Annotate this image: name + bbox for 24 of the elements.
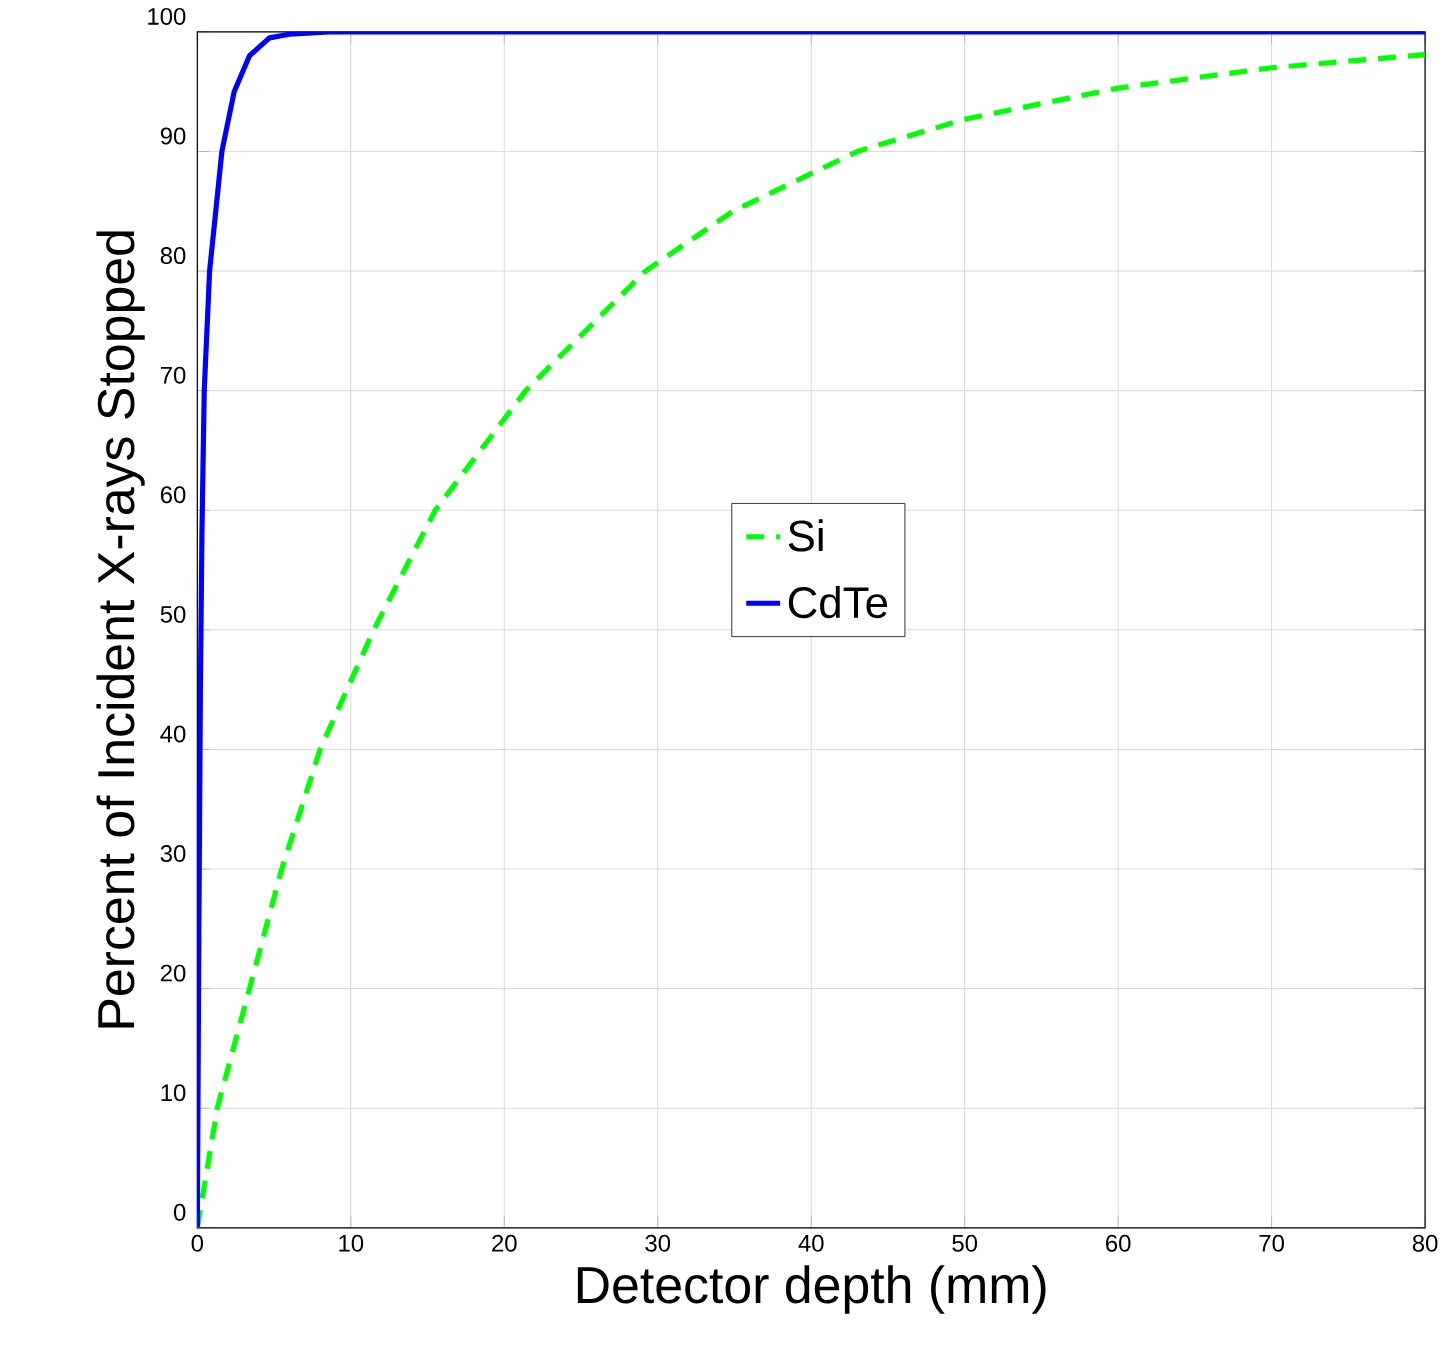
y-tick-label: 30 xyxy=(160,844,186,862)
x-tick-label: 10 xyxy=(339,1234,364,1252)
y-tick-label: 70 xyxy=(160,366,186,384)
x-tick-label: 70 xyxy=(1259,1234,1284,1252)
legend-label: CdTe xyxy=(788,585,888,619)
y-tick-label: 60 xyxy=(160,486,186,504)
x-tick-label: 40 xyxy=(798,1234,824,1252)
y-tick-label: 80 xyxy=(160,246,186,264)
x-tick-label: 20 xyxy=(492,1234,517,1252)
y-axis-title: Percent of Incident X-rays Stopped xyxy=(96,231,145,1028)
x-tick-label: 0 xyxy=(191,1234,204,1252)
x-axis-title: Detector depth (mm) xyxy=(577,1265,1046,1314)
y-tick-label: 90 xyxy=(160,127,186,145)
y-tick-label: 10 xyxy=(161,1084,186,1102)
y-tick-label: 100 xyxy=(148,7,186,25)
x-tick-label: 30 xyxy=(645,1234,671,1252)
x-tick-label: 60 xyxy=(1106,1234,1131,1252)
x-tick-label: 80 xyxy=(1412,1234,1438,1252)
y-tick-label: 20 xyxy=(160,964,186,982)
y-tick-label: 40 xyxy=(160,725,186,743)
y-tick-label: 50 xyxy=(160,605,186,623)
y-tick-label: 0 xyxy=(173,1203,186,1221)
x-tick-label: 50 xyxy=(952,1234,978,1252)
legend-label: Si xyxy=(788,519,823,552)
